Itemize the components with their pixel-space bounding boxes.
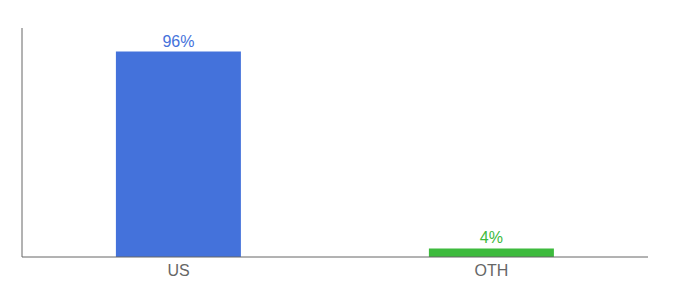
svg-text:US: US	[167, 262, 189, 279]
svg-text:96%: 96%	[162, 33, 194, 50]
svg-text:OTH: OTH	[475, 262, 509, 279]
svg-text:4%: 4%	[480, 229, 503, 246]
